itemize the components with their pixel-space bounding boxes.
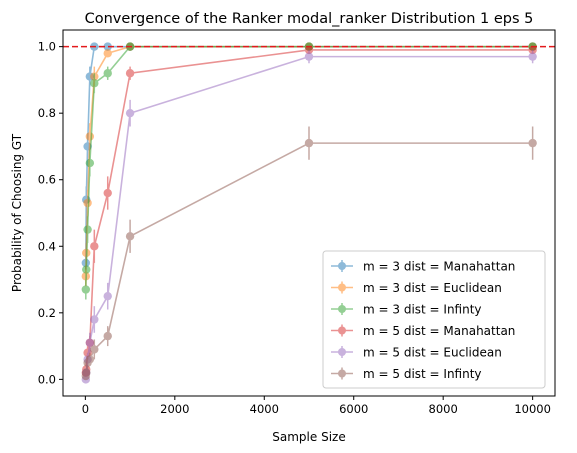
x-axis-label: Sample Size: [272, 430, 345, 444]
series-5: [81, 126, 537, 381]
data-point: [82, 368, 91, 377]
legend-entry-5: m = 5 dist = Infinty: [331, 367, 482, 381]
data-point: [528, 138, 537, 148]
plot-frame: [62, 29, 556, 397]
legend-marker: [331, 324, 353, 337]
data-point: [90, 242, 99, 251]
y-axis: 0.0 0.2 0.4 0.6 0.8 1.0: [38, 40, 63, 386]
x-tick-label-1: 2000: [160, 402, 189, 416]
data-point: [85, 158, 95, 168]
y-tick-label-5: 1.0: [38, 40, 56, 54]
data-point: [103, 42, 112, 51]
data-point: [90, 315, 99, 324]
data-point: [103, 188, 112, 198]
legend-marker: [331, 260, 353, 272]
data-point: [85, 132, 95, 141]
series-2: [81, 42, 537, 300]
data-point: [83, 225, 92, 234]
legend-label: m = 5 dist = Infinty: [363, 367, 482, 381]
data-point: [528, 52, 537, 61]
data-point: [125, 69, 135, 78]
legend-entry-2: m = 3 dist = Infinty: [331, 303, 482, 317]
legend-entry-3: m = 5 dist = Manahattan: [331, 324, 515, 338]
legend-label: m = 5 dist = Euclidean: [363, 346, 502, 360]
y-tick-label-2: 0.4: [38, 239, 56, 253]
legend-label: m = 3 dist = Manahattan: [363, 260, 515, 274]
data-point: [90, 79, 99, 88]
x-tick-label-5: 10000: [514, 402, 551, 416]
x-tick-label-3: 6000: [339, 402, 368, 416]
y-tick-label-0: 0.0: [38, 372, 56, 386]
data-point: [85, 338, 95, 347]
data-point: [103, 331, 112, 341]
series-line-1: [85, 45, 533, 277]
x-tick-label-0: 0: [82, 402, 89, 416]
legend-label: m = 5 dist = Manahattan: [363, 324, 515, 338]
data-point: [103, 291, 112, 301]
legend-entry-1: m = 3 dist = Euclidean: [331, 281, 502, 295]
data-point: [90, 345, 99, 354]
data-point: [304, 52, 314, 61]
y-tick-label-4: 0.8: [38, 106, 56, 120]
x-tick-label-4: 8000: [429, 402, 458, 416]
data-point: [82, 265, 91, 274]
data-point: [85, 355, 95, 364]
chart-title: Convergence of the Ranker modal_ranker D…: [85, 11, 534, 27]
legend-marker: [331, 346, 353, 358]
legend-label: m = 3 dist = Infinty: [363, 303, 482, 317]
data-point: [304, 138, 314, 148]
y-tick-label-3: 0.6: [38, 173, 56, 187]
plot-area: [63, 42, 555, 384]
legend: m = 3 dist = Manahattan m = 3 dist = Eucl…: [322, 250, 546, 389]
data-point: [103, 69, 112, 78]
legend-marker: [331, 367, 353, 380]
legend-marker: [331, 281, 353, 294]
legend-entry-0: m = 3 dist = Manahattan: [331, 260, 515, 274]
legend-marker: [331, 303, 353, 315]
data-point: [125, 232, 135, 241]
legend-box: [322, 250, 546, 389]
y-axis-label: Probability of Choosing GT: [10, 133, 24, 292]
data-point: [125, 108, 135, 118]
data-point: [83, 198, 92, 208]
legend-entry-4: m = 5 dist = Euclidean: [331, 346, 502, 360]
series-1: [81, 42, 537, 287]
x-axis: 0 2000 4000 6000 8000 10000: [82, 396, 551, 416]
y-tick-label-1: 0.2: [38, 306, 56, 320]
x-tick-label-2: 4000: [250, 402, 279, 416]
legend-label: m = 3 dist = Euclidean: [363, 281, 502, 295]
data-point: [81, 285, 91, 294]
data-point: [103, 49, 112, 58]
